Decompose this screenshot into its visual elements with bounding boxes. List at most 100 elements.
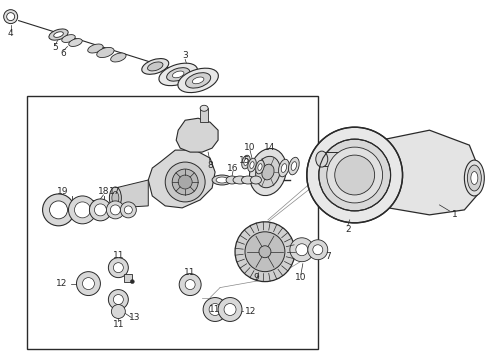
Circle shape xyxy=(335,155,375,195)
Circle shape xyxy=(327,147,383,203)
Circle shape xyxy=(113,294,123,305)
Circle shape xyxy=(218,298,242,321)
Ellipse shape xyxy=(233,176,247,184)
Ellipse shape xyxy=(256,156,280,188)
Ellipse shape xyxy=(193,77,204,84)
Ellipse shape xyxy=(281,164,287,172)
Ellipse shape xyxy=(226,176,238,184)
Ellipse shape xyxy=(262,164,274,180)
Circle shape xyxy=(111,305,125,319)
Text: 11: 11 xyxy=(184,268,196,277)
Polygon shape xyxy=(176,118,218,152)
Circle shape xyxy=(290,238,314,262)
Ellipse shape xyxy=(88,44,103,53)
Text: 18: 18 xyxy=(98,188,109,197)
Text: 8: 8 xyxy=(207,161,213,170)
Ellipse shape xyxy=(242,155,250,169)
Circle shape xyxy=(308,240,328,260)
Ellipse shape xyxy=(212,175,232,185)
Text: 3: 3 xyxy=(182,51,188,60)
Text: 19: 19 xyxy=(57,188,68,197)
Circle shape xyxy=(90,199,111,221)
Circle shape xyxy=(108,258,128,278)
Circle shape xyxy=(95,204,106,216)
Circle shape xyxy=(7,13,15,21)
Circle shape xyxy=(76,272,100,296)
Text: 10: 10 xyxy=(244,143,256,152)
Ellipse shape xyxy=(244,159,248,166)
Circle shape xyxy=(108,289,128,310)
Circle shape xyxy=(43,194,74,226)
Circle shape xyxy=(224,303,236,315)
Text: 17: 17 xyxy=(109,188,120,197)
Text: 15: 15 xyxy=(239,156,251,165)
Ellipse shape xyxy=(258,164,262,170)
Polygon shape xyxy=(148,150,215,208)
Ellipse shape xyxy=(97,48,114,58)
Circle shape xyxy=(235,222,295,282)
Circle shape xyxy=(203,298,227,321)
Circle shape xyxy=(319,139,391,211)
Ellipse shape xyxy=(111,53,126,62)
Ellipse shape xyxy=(465,160,484,196)
Text: 9: 9 xyxy=(253,273,259,282)
Circle shape xyxy=(124,206,132,214)
Text: 6: 6 xyxy=(61,49,66,58)
Text: 7: 7 xyxy=(325,252,331,261)
Ellipse shape xyxy=(49,29,68,40)
Text: 5: 5 xyxy=(52,43,58,52)
Ellipse shape xyxy=(62,35,75,42)
Text: 11: 11 xyxy=(113,320,124,329)
Circle shape xyxy=(69,196,97,224)
Circle shape xyxy=(110,205,121,215)
Ellipse shape xyxy=(289,157,299,175)
Ellipse shape xyxy=(278,159,289,177)
Ellipse shape xyxy=(248,158,256,172)
Ellipse shape xyxy=(109,187,122,209)
Bar xyxy=(124,274,132,282)
Text: 12: 12 xyxy=(56,279,68,288)
Ellipse shape xyxy=(471,171,478,184)
Circle shape xyxy=(106,201,124,219)
Text: 11: 11 xyxy=(209,305,221,314)
Ellipse shape xyxy=(249,148,286,195)
Ellipse shape xyxy=(316,151,328,167)
Bar xyxy=(322,152,360,166)
Ellipse shape xyxy=(242,176,254,184)
Text: 4: 4 xyxy=(8,29,14,38)
Circle shape xyxy=(74,202,91,218)
Text: 10: 10 xyxy=(295,273,307,282)
Ellipse shape xyxy=(256,160,264,174)
Circle shape xyxy=(49,201,68,219)
Polygon shape xyxy=(342,130,477,215)
Ellipse shape xyxy=(200,105,208,111)
Text: 16: 16 xyxy=(227,163,239,172)
Ellipse shape xyxy=(112,192,119,204)
Circle shape xyxy=(313,245,323,255)
Ellipse shape xyxy=(142,59,169,74)
Circle shape xyxy=(130,280,134,284)
Text: 14: 14 xyxy=(264,143,275,152)
Ellipse shape xyxy=(159,63,197,86)
Ellipse shape xyxy=(172,71,184,78)
Ellipse shape xyxy=(250,162,254,168)
Ellipse shape xyxy=(216,177,228,183)
Text: 12: 12 xyxy=(245,307,256,316)
Text: 2: 2 xyxy=(345,225,350,234)
Ellipse shape xyxy=(147,62,163,71)
Ellipse shape xyxy=(186,73,211,88)
Circle shape xyxy=(209,303,221,315)
Ellipse shape xyxy=(172,169,198,195)
Text: 11: 11 xyxy=(113,251,124,260)
Ellipse shape xyxy=(178,175,192,189)
Circle shape xyxy=(121,202,136,218)
Bar xyxy=(26,96,318,349)
Polygon shape xyxy=(115,180,148,208)
Ellipse shape xyxy=(165,162,205,202)
Circle shape xyxy=(113,263,123,273)
Circle shape xyxy=(245,232,285,272)
Text: 1: 1 xyxy=(451,210,457,219)
Circle shape xyxy=(82,278,95,289)
Text: 13: 13 xyxy=(128,313,140,322)
Circle shape xyxy=(4,10,18,24)
